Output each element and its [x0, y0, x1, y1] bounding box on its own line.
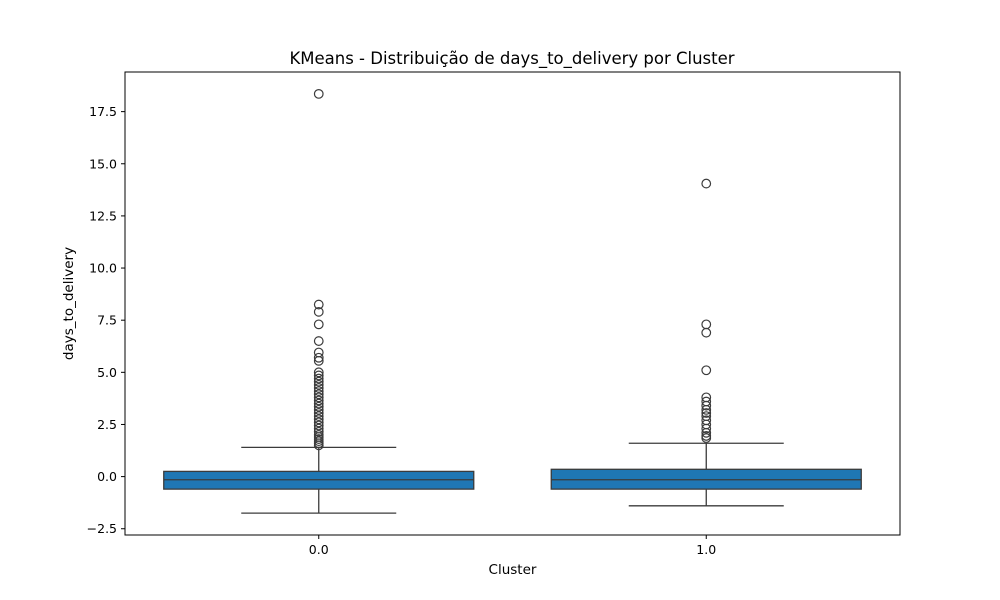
outlier-point	[313, 408, 324, 418]
outlier-point	[313, 414, 324, 425]
outlier-point	[701, 433, 712, 443]
outlier-point	[313, 404, 324, 415]
plot-area	[163, 88, 862, 514]
y-tick-label: 5.0	[97, 365, 117, 380]
y-tick-label: 0.0	[97, 469, 117, 484]
box-group-0	[163, 88, 475, 514]
outlier-point	[313, 426, 324, 437]
outlier-point	[313, 319, 324, 330]
outlier-point	[313, 355, 324, 366]
chart-title: KMeans - Distribuição de days_to_deliver…	[289, 49, 734, 69]
outlier-point	[313, 373, 324, 384]
outlier-point	[313, 299, 324, 310]
outlier-point	[701, 404, 712, 415]
outlier-point	[701, 178, 712, 189]
x-axis-label: Cluster	[489, 562, 537, 578]
outlier-point	[313, 386, 324, 396]
outlier-point	[313, 88, 324, 99]
outlier-point	[313, 395, 324, 406]
outlier-point	[701, 319, 712, 330]
y-axis: −2.5 0.0 2.5 5.0 7.5 10.0 12.5 15.0 17.5	[87, 104, 125, 536]
y-tick-label: 7.5	[97, 313, 117, 328]
y-tick-label: 17.5	[89, 104, 117, 119]
outlier-point	[701, 427, 712, 438]
outlier-point	[313, 392, 324, 403]
outlier-point	[313, 336, 324, 346]
outlier-point	[701, 423, 712, 434]
outlier-point	[313, 417, 324, 428]
outlier-point	[313, 420, 324, 431]
outlier-point	[313, 440, 324, 451]
x-tick-label: 0.0	[309, 542, 329, 557]
outlier-point	[313, 389, 324, 400]
outlier-point	[313, 401, 324, 412]
outlier-point	[701, 408, 712, 418]
x-axis: 0.0 1.0	[309, 535, 716, 557]
outlier-point	[313, 379, 324, 390]
outlier-point	[701, 327, 712, 338]
y-tick-label: −2.5	[87, 521, 117, 536]
outlier-point	[701, 400, 712, 411]
outlier-point	[313, 376, 324, 387]
y-axis-label: days_to_delivery	[61, 247, 77, 360]
axes-frame	[124, 71, 901, 536]
outlier-point	[313, 352, 324, 363]
y-tick-label: 15.0	[89, 156, 117, 171]
box-group-1	[550, 178, 862, 507]
y-tick-label: 12.5	[89, 208, 117, 223]
y-tick-label: 10.0	[89, 261, 117, 276]
x-tick-label: 1.0	[696, 542, 716, 557]
outlier-point	[701, 365, 712, 376]
y-tick-label: 2.5	[97, 417, 117, 432]
outlier-point	[313, 370, 324, 381]
outlier-point	[313, 411, 324, 422]
outlier-point	[313, 398, 324, 409]
outlier-point	[313, 367, 324, 378]
outlier-point	[313, 383, 324, 393]
outlier-point	[313, 306, 324, 317]
